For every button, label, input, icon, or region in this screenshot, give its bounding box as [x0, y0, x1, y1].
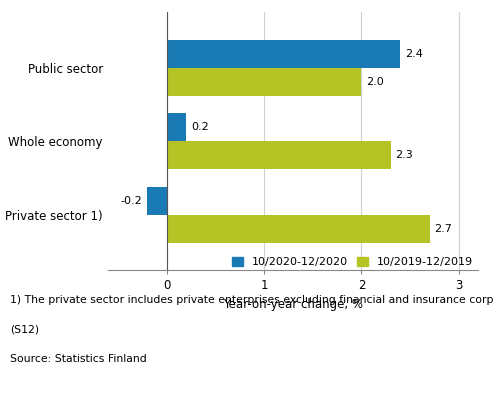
Bar: [167, 68, 361, 96]
Text: 2.4: 2.4: [405, 49, 423, 59]
Text: 2.3: 2.3: [395, 151, 413, 161]
Text: -0.2: -0.2: [121, 196, 142, 206]
Text: 2.7: 2.7: [434, 224, 452, 234]
Text: (S12): (S12): [10, 324, 39, 334]
Text: 0.2: 0.2: [191, 122, 209, 132]
Bar: [167, 141, 390, 169]
Bar: [167, 40, 400, 68]
Text: 2.0: 2.0: [366, 77, 384, 87]
Legend: 10/2020-12/2020, 10/2019-12/2019: 10/2020-12/2020, 10/2019-12/2019: [232, 257, 473, 267]
X-axis label: Year-on-year change, %: Year-on-year change, %: [223, 298, 363, 311]
Bar: [167, 215, 429, 243]
Text: 1) The private sector includes private enterprises excluding financial and insur: 1) The private sector includes private e…: [10, 295, 493, 305]
Bar: [167, 114, 186, 141]
Text: Source: Statistics Finland: Source: Statistics Finland: [10, 354, 146, 364]
Bar: [147, 187, 167, 215]
